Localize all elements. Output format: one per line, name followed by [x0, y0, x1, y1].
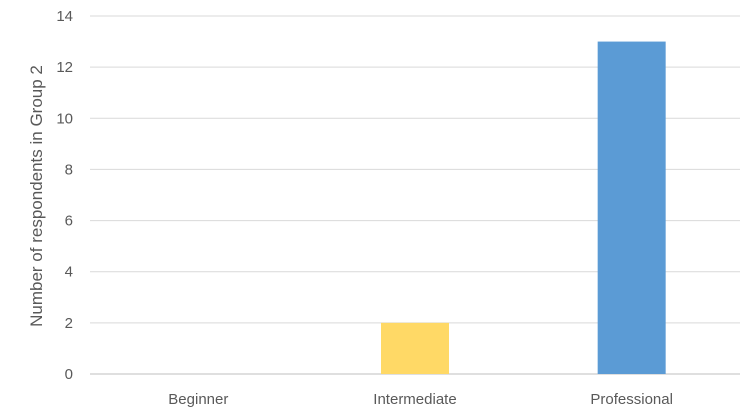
- bar-intermediate: [381, 322, 449, 374]
- y-tick-label: 4: [65, 264, 73, 281]
- y-tick-label: 8: [65, 161, 73, 178]
- bar-professional: [597, 41, 666, 374]
- y-axis-ticks: 0 2 4 6 8 10 12 14: [56, 8, 73, 383]
- x-tick-label: Intermediate: [373, 391, 456, 408]
- x-tick-label: Professional: [590, 391, 673, 408]
- y-axis-title: Number of respondents in Group 2: [27, 65, 46, 327]
- y-tick-label: 14: [56, 8, 73, 25]
- gridlines: [90, 15, 740, 375]
- x-tick-label: Beginner: [168, 391, 228, 408]
- bars: [381, 41, 666, 374]
- y-tick-label: 2: [65, 315, 73, 332]
- y-tick-label: 10: [56, 110, 73, 127]
- y-tick-label: 6: [65, 213, 73, 230]
- y-tick-label: 12: [56, 59, 73, 76]
- y-tick-label: 0: [65, 366, 73, 383]
- x-axis-ticks: Beginner Intermediate Professional: [168, 391, 673, 408]
